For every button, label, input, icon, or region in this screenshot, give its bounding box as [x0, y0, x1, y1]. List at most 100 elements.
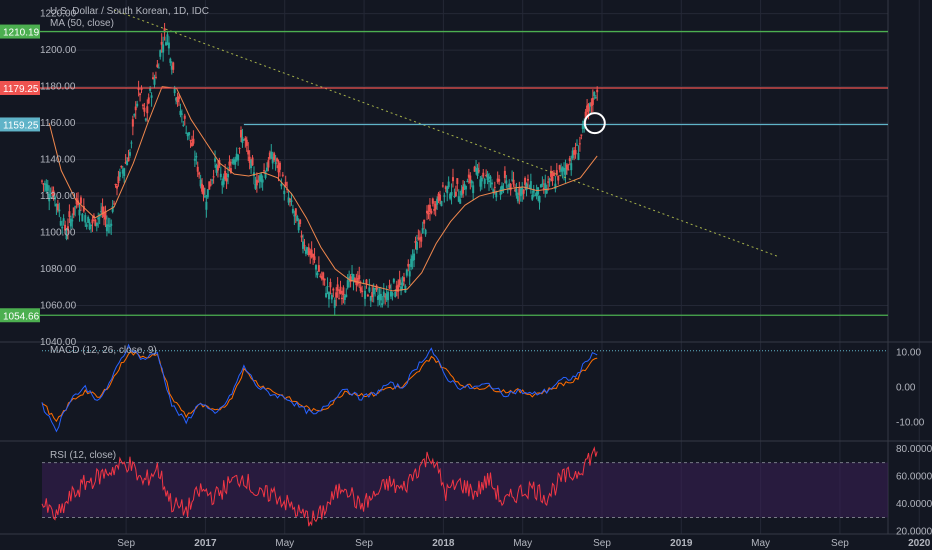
candle-body: [65, 234, 68, 240]
candle-body: [489, 176, 492, 179]
candle-body: [368, 287, 371, 292]
candle-body: [175, 97, 178, 101]
candle-body: [464, 186, 467, 190]
price-tick-label: 1060.00: [40, 301, 77, 312]
candle-body: [577, 152, 580, 160]
candle-body: [120, 166, 123, 168]
candle-body: [450, 191, 453, 196]
candle-body: [225, 178, 228, 182]
candle-body: [405, 269, 408, 276]
candle-body: [212, 176, 215, 178]
candle-body: [548, 178, 551, 181]
candle-body: [150, 95, 153, 98]
candle-body: [293, 214, 296, 217]
candle-body: [206, 189, 209, 198]
candle-body: [451, 177, 454, 182]
candle-body: [303, 245, 306, 247]
candle-body: [554, 183, 557, 189]
candle-body: [394, 291, 397, 298]
time-tick-label: Sep: [355, 538, 373, 549]
candle-body: [179, 110, 182, 115]
level-label: 1159.25: [3, 120, 39, 131]
candle-body: [157, 67, 160, 69]
candle-body: [402, 277, 405, 282]
candle-body: [518, 188, 521, 196]
candle-body: [415, 241, 418, 250]
candle-body: [165, 42, 168, 46]
candle-body: [139, 93, 142, 95]
candle-body: [596, 89, 599, 93]
candle-body: [447, 181, 450, 188]
candle-body: [235, 153, 238, 161]
candle-body: [418, 237, 421, 240]
candle-body: [379, 293, 382, 301]
candle-body: [426, 210, 429, 214]
candle-body: [358, 275, 361, 280]
candle-body: [144, 118, 147, 121]
candle-body: [388, 285, 391, 289]
candle-body: [241, 137, 244, 144]
candle-body: [398, 279, 401, 286]
candle-body: [228, 161, 231, 166]
candle-body: [493, 186, 496, 188]
candle-body: [238, 148, 241, 150]
candle-body: [62, 218, 65, 222]
candle-body: [199, 179, 202, 187]
candle-body: [296, 215, 299, 222]
candle-body: [91, 219, 94, 224]
candle-body: [221, 181, 224, 186]
candle-body: [407, 263, 410, 267]
candle-body: [463, 184, 466, 188]
candle-body: [103, 213, 106, 217]
candle-body: [271, 157, 274, 164]
candle-body: [565, 164, 568, 170]
candle-body: [519, 188, 522, 197]
candle-body: [414, 241, 417, 243]
time-tick-label: May: [275, 538, 294, 549]
candle-body: [397, 284, 400, 292]
candle-body: [146, 106, 149, 114]
candle-body: [522, 190, 525, 194]
candle-body: [332, 288, 335, 291]
candle-body: [353, 278, 356, 283]
candle-body: [469, 175, 472, 184]
candle-body: [400, 286, 403, 291]
candle-body: [578, 143, 581, 145]
candle-body: [149, 88, 152, 91]
candle-body: [473, 166, 476, 172]
candle-body: [222, 176, 225, 185]
candle-body: [51, 192, 54, 194]
candle-body: [108, 225, 111, 227]
candle-body: [130, 142, 133, 144]
candle-body: [242, 139, 245, 141]
candle-body: [521, 186, 524, 195]
candle-body: [203, 195, 206, 198]
candle-body: [216, 166, 219, 171]
candle-body: [173, 87, 176, 94]
price-tick-label: 1100.00: [40, 228, 76, 239]
time-tick-label: 2020: [908, 538, 931, 549]
candle-body: [140, 88, 143, 91]
candle-body: [531, 194, 534, 200]
candle-body: [309, 251, 312, 255]
candle-body: [349, 276, 352, 282]
candle-body: [231, 162, 234, 164]
candle-body: [43, 183, 46, 185]
candle-body: [180, 113, 183, 115]
candle-body: [195, 156, 198, 158]
candle-body: [545, 188, 548, 194]
candle-body: [369, 295, 372, 301]
candle-body: [159, 50, 162, 57]
candle-body: [551, 176, 554, 181]
candle-body: [290, 200, 293, 202]
candle-body: [147, 97, 150, 104]
candle-body: [460, 189, 463, 196]
candle-body: [152, 77, 155, 80]
candle-body: [567, 169, 570, 171]
candle-body: [58, 209, 61, 212]
candle-body: [261, 179, 264, 183]
candle-body: [97, 217, 100, 220]
candle-body: [340, 297, 343, 300]
candle-body: [515, 188, 518, 196]
